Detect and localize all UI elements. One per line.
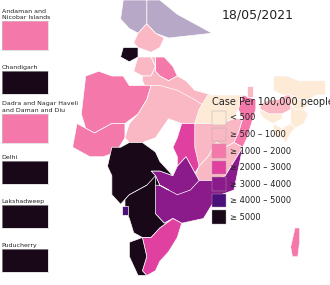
Polygon shape	[151, 157, 199, 195]
Text: Puducherry: Puducherry	[2, 243, 37, 248]
Text: Dadra and Nagar Haveli
and Daman and Diu: Dadra and Nagar Haveli and Daman and Diu	[2, 101, 78, 113]
Polygon shape	[134, 57, 155, 76]
Polygon shape	[273, 76, 326, 100]
Polygon shape	[282, 123, 295, 142]
Polygon shape	[149, 82, 154, 86]
Text: Delhi: Delhi	[2, 154, 18, 160]
Text: ≥ 1000 – 2000: ≥ 1000 – 2000	[230, 146, 291, 156]
Text: Lakshadweep: Lakshadweep	[2, 199, 45, 204]
Polygon shape	[155, 57, 177, 81]
Polygon shape	[120, 0, 147, 33]
Text: ≥ 2000 – 3000: ≥ 2000 – 3000	[230, 163, 292, 172]
FancyBboxPatch shape	[212, 161, 226, 174]
Polygon shape	[195, 95, 243, 133]
FancyBboxPatch shape	[212, 177, 226, 191]
Polygon shape	[291, 95, 308, 109]
Polygon shape	[143, 219, 182, 276]
FancyBboxPatch shape	[212, 194, 226, 207]
Polygon shape	[260, 95, 299, 114]
FancyBboxPatch shape	[212, 144, 226, 158]
Polygon shape	[291, 105, 308, 128]
Text: ≥ 500 – 1000: ≥ 500 – 1000	[230, 130, 286, 139]
Polygon shape	[125, 86, 216, 142]
Polygon shape	[195, 119, 243, 166]
Text: 18/05/2021: 18/05/2021	[222, 9, 294, 22]
FancyBboxPatch shape	[212, 210, 226, 224]
Polygon shape	[195, 142, 243, 185]
Polygon shape	[247, 86, 253, 97]
Polygon shape	[291, 228, 299, 256]
Polygon shape	[81, 71, 151, 133]
Text: ≥ 4000 – 5000: ≥ 4000 – 5000	[230, 196, 291, 205]
Text: < 500: < 500	[230, 113, 256, 123]
Polygon shape	[173, 123, 216, 180]
Polygon shape	[73, 123, 125, 157]
Polygon shape	[151, 147, 243, 223]
Polygon shape	[122, 206, 128, 215]
Text: Case Per 100,000 people: Case Per 100,000 people	[212, 97, 330, 107]
Polygon shape	[108, 142, 173, 204]
Polygon shape	[143, 57, 221, 123]
FancyBboxPatch shape	[212, 128, 226, 141]
Polygon shape	[147, 0, 212, 38]
Text: ≥ 3000 – 4000: ≥ 3000 – 4000	[230, 180, 292, 189]
Text: Chandigarh: Chandigarh	[2, 65, 38, 70]
Polygon shape	[129, 237, 147, 276]
FancyBboxPatch shape	[212, 111, 226, 125]
Text: Andaman and
Nicobar Islands: Andaman and Nicobar Islands	[2, 9, 50, 20]
Polygon shape	[260, 109, 282, 123]
Text: ≥ 5000: ≥ 5000	[230, 213, 261, 222]
Polygon shape	[120, 48, 138, 62]
Polygon shape	[273, 123, 282, 138]
Polygon shape	[134, 24, 164, 52]
Polygon shape	[234, 95, 256, 147]
Polygon shape	[125, 176, 173, 237]
